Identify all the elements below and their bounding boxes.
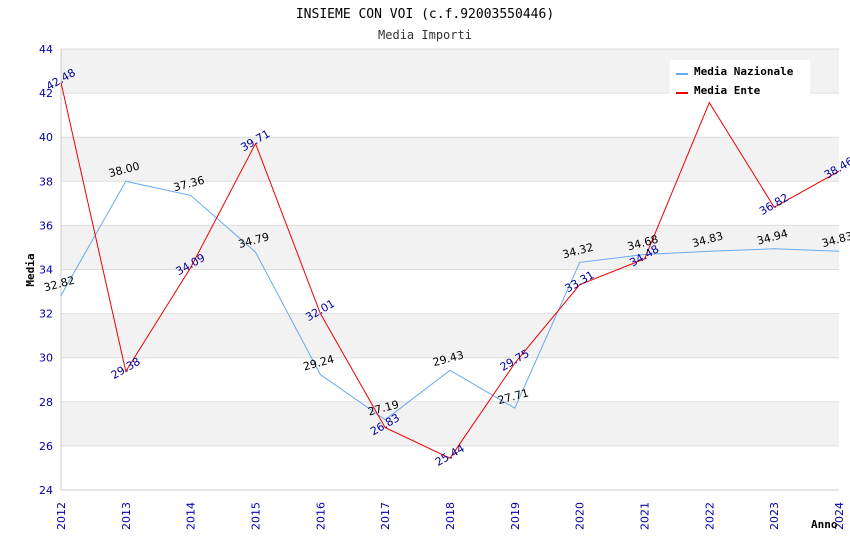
background-bands: [61, 49, 839, 446]
chart-title: INSIEME CON VOI (c.f.92003550446): [296, 7, 554, 22]
legend-label: Media Ente: [694, 84, 761, 97]
x-tick-label: 2017: [379, 502, 392, 530]
legend-label: Media Nazionale: [694, 65, 794, 78]
x-tick-label: 2019: [509, 502, 522, 530]
data-label: 36.82: [757, 191, 791, 218]
y-tick-label: 24: [39, 484, 53, 497]
y-tick-label: 40: [39, 131, 53, 144]
grid-band: [61, 401, 839, 446]
x-tick-label: 2014: [185, 502, 198, 530]
x-tick-label: 2020: [574, 502, 587, 530]
legend: Media Nazionale Media Ente: [670, 60, 810, 100]
x-axis-label: Anno: [811, 518, 838, 531]
data-labels: 32.8238.0037.3634.7929.2427.1929.4327.71…: [42, 66, 850, 469]
y-tick-label: 30: [39, 352, 53, 365]
x-tick-label: 2023: [768, 502, 781, 530]
x-tick-label: 2021: [639, 502, 652, 530]
axes: [60, 49, 839, 491]
chart-subtitle: Media Importi: [378, 28, 472, 42]
grid-band: [61, 225, 839, 270]
x-tick-label: 2012: [55, 502, 68, 530]
y-tick-label: 28: [39, 396, 53, 409]
series-line: [60, 82, 840, 459]
y-tick-label: 26: [39, 440, 53, 453]
x-tick-label: 2015: [250, 502, 263, 530]
x-tick-label: 2016: [314, 502, 327, 530]
x-tick-labels: 2012 2013 2014 2015 2016 2017 2018 2019 2020 2021…: [55, 502, 846, 530]
y-tick-label: 36: [39, 219, 53, 232]
gridlines: [61, 48, 839, 491]
data-label: 29.38: [109, 355, 143, 382]
y-axis-label: Media: [24, 253, 37, 286]
y-tick-label: 38: [39, 175, 53, 188]
x-tick-label: 2024: [833, 502, 846, 530]
grid-band: [61, 313, 839, 358]
series-lines: [60, 82, 840, 459]
legend-box: [670, 60, 810, 100]
data-label: 32.82: [42, 274, 76, 295]
y-tick-label: 42: [39, 87, 53, 100]
data-label: 33.31: [563, 268, 597, 295]
y-tick-labels: 24 26 28 30 32 34 36 38 40 42 44: [39, 43, 53, 497]
data-label: 34.83: [820, 229, 850, 250]
y-tick-label: 32: [39, 308, 53, 321]
x-tick-label: 2022: [703, 502, 716, 530]
grid-band: [61, 137, 839, 182]
x-tick-label: 2018: [444, 502, 457, 530]
series-line: [60, 180, 840, 421]
y-tick-label: 34: [39, 264, 53, 277]
x-tick-label: 2013: [120, 502, 133, 530]
y-tick-label: 44: [39, 43, 53, 56]
